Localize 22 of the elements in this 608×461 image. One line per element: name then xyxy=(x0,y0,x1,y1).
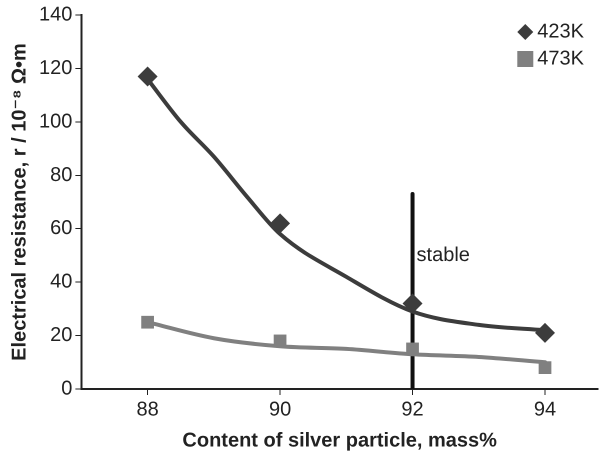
legend-label: 473K xyxy=(537,48,585,70)
y-tick-label: 40 xyxy=(50,270,72,293)
y-tick-label: 100 xyxy=(38,110,72,132)
x-axis-title: Content of silver particle, mass% xyxy=(182,430,498,452)
x-tick-label: 90 xyxy=(268,398,292,421)
y-tick-label: 0 xyxy=(61,378,72,400)
point xyxy=(535,322,556,343)
x-tick-label: 92 xyxy=(401,398,424,421)
point xyxy=(141,316,154,329)
y-tick-label: 120 xyxy=(38,56,72,79)
legend-label: 423K xyxy=(537,20,585,43)
y-tick-label: 80 xyxy=(50,164,72,186)
point xyxy=(138,66,158,86)
y-tick-label: 60 xyxy=(50,217,72,240)
y-tick-label: 20 xyxy=(50,324,72,346)
annotation: stable xyxy=(416,244,470,266)
y-axis-title: Electrical resistance, r / 10⁻⁸ Ω•m xyxy=(8,43,31,361)
point xyxy=(538,361,552,374)
x-tick-label: 94 xyxy=(534,398,556,421)
y-tick-label: 140 xyxy=(38,4,72,26)
point xyxy=(270,213,290,234)
x-tick-label: 88 xyxy=(136,398,159,421)
